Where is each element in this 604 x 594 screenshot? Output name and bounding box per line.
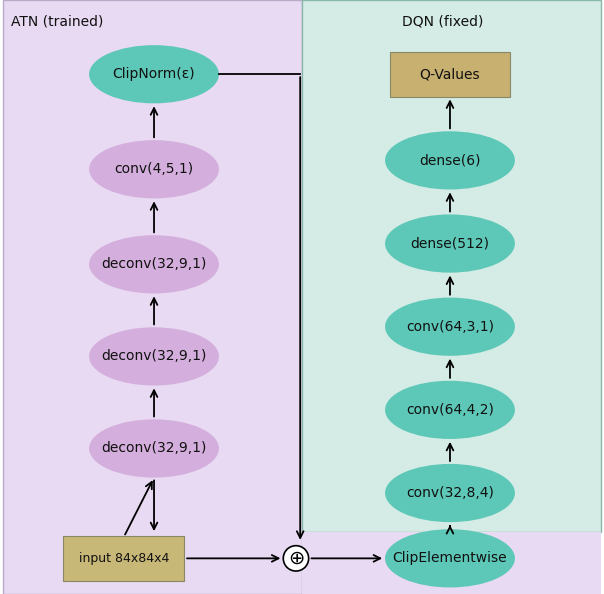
Ellipse shape — [89, 327, 219, 386]
Ellipse shape — [89, 45, 219, 103]
Text: dense(512): dense(512) — [411, 236, 489, 251]
Text: deconv(32,9,1): deconv(32,9,1) — [101, 441, 207, 456]
FancyBboxPatch shape — [63, 536, 184, 581]
Text: deconv(32,9,1): deconv(32,9,1) — [101, 257, 207, 271]
Text: conv(4,5,1): conv(4,5,1) — [114, 162, 194, 176]
Text: dense(6): dense(6) — [419, 153, 481, 168]
Ellipse shape — [283, 546, 309, 571]
Text: input 84x84x4: input 84x84x4 — [79, 552, 169, 565]
Ellipse shape — [385, 298, 515, 356]
Text: ATN (trained): ATN (trained) — [11, 15, 103, 29]
FancyBboxPatch shape — [302, 532, 601, 594]
Ellipse shape — [385, 381, 515, 439]
Ellipse shape — [89, 419, 219, 478]
Ellipse shape — [89, 140, 219, 198]
Ellipse shape — [385, 529, 515, 587]
Text: ClipNorm(ε): ClipNorm(ε) — [113, 67, 195, 81]
Ellipse shape — [385, 131, 515, 189]
Text: conv(64,3,1): conv(64,3,1) — [406, 320, 494, 334]
FancyBboxPatch shape — [3, 0, 302, 594]
FancyBboxPatch shape — [302, 0, 601, 532]
Text: Q-Values: Q-Values — [420, 67, 480, 81]
Text: deconv(32,9,1): deconv(32,9,1) — [101, 349, 207, 364]
Ellipse shape — [385, 464, 515, 522]
Text: conv(64,4,2): conv(64,4,2) — [406, 403, 494, 417]
Ellipse shape — [385, 214, 515, 273]
FancyBboxPatch shape — [390, 52, 510, 96]
Text: $\oplus$: $\oplus$ — [288, 549, 304, 568]
Text: conv(32,8,4): conv(32,8,4) — [406, 486, 494, 500]
Text: ClipElementwise: ClipElementwise — [393, 551, 507, 565]
Ellipse shape — [89, 235, 219, 293]
Text: DQN (fixed): DQN (fixed) — [402, 15, 483, 29]
